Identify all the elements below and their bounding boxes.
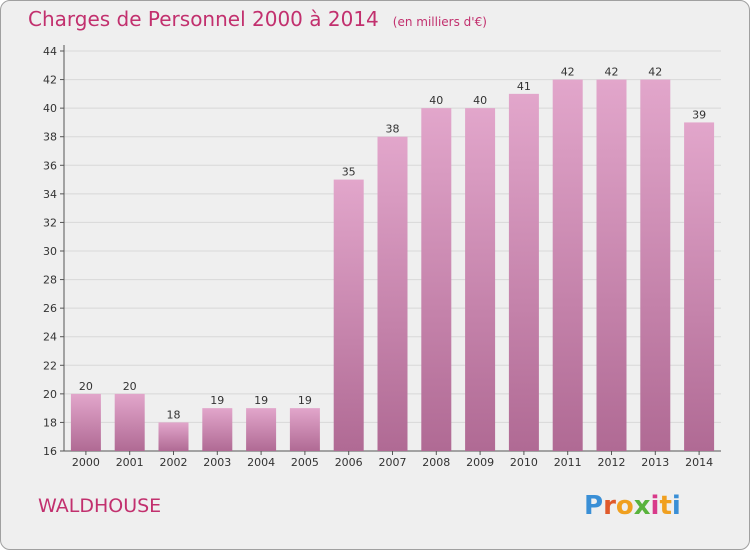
logo-letter: i — [671, 491, 681, 521]
bar-2004 — [246, 408, 277, 451]
data-label-2003: 19 — [210, 394, 224, 407]
x-tick-label: 2009 — [466, 456, 494, 469]
bar-2005 — [289, 408, 320, 451]
bar-2003 — [202, 408, 233, 451]
data-label-2013: 42 — [648, 66, 662, 79]
chart-y-ticks: 16 18 20 22 24 26 28 30 32 34 36 38 40 42 44 — [43, 45, 64, 458]
data-label-2012: 42 — [605, 66, 619, 79]
y-tick-label: 30 — [43, 245, 57, 258]
y-tick-label: 16 — [43, 445, 57, 458]
data-label-2004: 19 — [254, 394, 268, 407]
data-label-2010: 41 — [517, 80, 531, 93]
bar-2014 — [684, 122, 715, 451]
bar-2007 — [377, 136, 408, 451]
x-tick-label: 2010 — [510, 456, 538, 469]
x-tick-label: 2002 — [160, 456, 188, 469]
logo-letter: P — [584, 491, 604, 521]
x-tick-label: 2005 — [291, 456, 319, 469]
y-tick-label: 42 — [43, 74, 57, 87]
data-label-2006: 35 — [342, 166, 356, 179]
data-label-2014: 39 — [692, 108, 706, 121]
data-label-2001: 20 — [123, 380, 137, 393]
bar-2008 — [421, 108, 452, 452]
logo-letter: x — [633, 491, 651, 521]
place-name: WALDHOUSE — [38, 495, 162, 517]
x-tick-label: 2012 — [598, 456, 626, 469]
x-tick-label: 2013 — [641, 456, 669, 469]
bar-2013 — [640, 79, 671, 452]
logo-letter: i — [650, 491, 660, 521]
data-label-2007: 38 — [386, 123, 400, 136]
logo-letter: t — [659, 491, 672, 521]
x-tick-label: 2007 — [379, 456, 407, 469]
chart-bars — [70, 79, 715, 452]
y-tick-label: 18 — [43, 416, 57, 429]
data-label-2000: 20 — [79, 380, 93, 393]
y-tick-label: 36 — [43, 159, 57, 172]
chart-x-ticks: 2000 2001 2002 2003 2004 2005 2006 2007 2008 2009… — [72, 451, 713, 469]
x-tick-label: 2003 — [203, 456, 231, 469]
x-tick-label: 2001 — [116, 456, 144, 469]
data-label-2009: 40 — [473, 94, 487, 107]
chart-title: Charges de Personnel 2000 à 2014 (en mill… — [28, 7, 487, 31]
y-tick-label: 28 — [43, 274, 57, 287]
logo-letter: o — [615, 491, 634, 521]
x-tick-label: 2000 — [72, 456, 100, 469]
y-tick-label: 34 — [43, 188, 57, 201]
bar-2001 — [114, 393, 145, 451]
bar-2011 — [552, 79, 583, 452]
y-tick-label: 44 — [43, 45, 57, 58]
bar-2012 — [596, 79, 627, 452]
data-label-2008: 40 — [429, 94, 443, 107]
bar-2006 — [333, 179, 364, 452]
chart-subtitle: (en milliers d'€) — [392, 15, 487, 29]
y-tick-label: 22 — [43, 359, 57, 372]
bar-2000 — [70, 393, 101, 451]
chart-title-text: Charges de Personnel 2000 à 2014 — [28, 7, 379, 31]
bar-2009 — [465, 108, 496, 452]
y-tick-label: 32 — [43, 216, 57, 229]
y-tick-label: 20 — [43, 388, 57, 401]
proxiti-logo: Proxiti — [584, 491, 681, 521]
chart-data-labels: 20 20 18 19 19 19 35 38 40 40 41 42 42 42 39 — [79, 66, 706, 422]
logo-letter: r — [603, 491, 616, 521]
y-tick-label: 26 — [43, 302, 57, 315]
x-tick-label: 2008 — [422, 456, 450, 469]
x-tick-label: 2014 — [685, 456, 713, 469]
y-tick-label: 38 — [43, 131, 57, 144]
data-label-2005: 19 — [298, 394, 312, 407]
x-tick-label: 2006 — [335, 456, 363, 469]
data-label-2011: 42 — [561, 66, 575, 79]
bar-2010 — [508, 93, 539, 451]
bar-2002 — [158, 422, 189, 451]
data-label-2002: 18 — [167, 408, 181, 421]
y-tick-label: 40 — [43, 102, 57, 115]
x-tick-label: 2011 — [554, 456, 582, 469]
y-tick-label: 24 — [43, 331, 57, 344]
x-tick-label: 2004 — [247, 456, 275, 469]
